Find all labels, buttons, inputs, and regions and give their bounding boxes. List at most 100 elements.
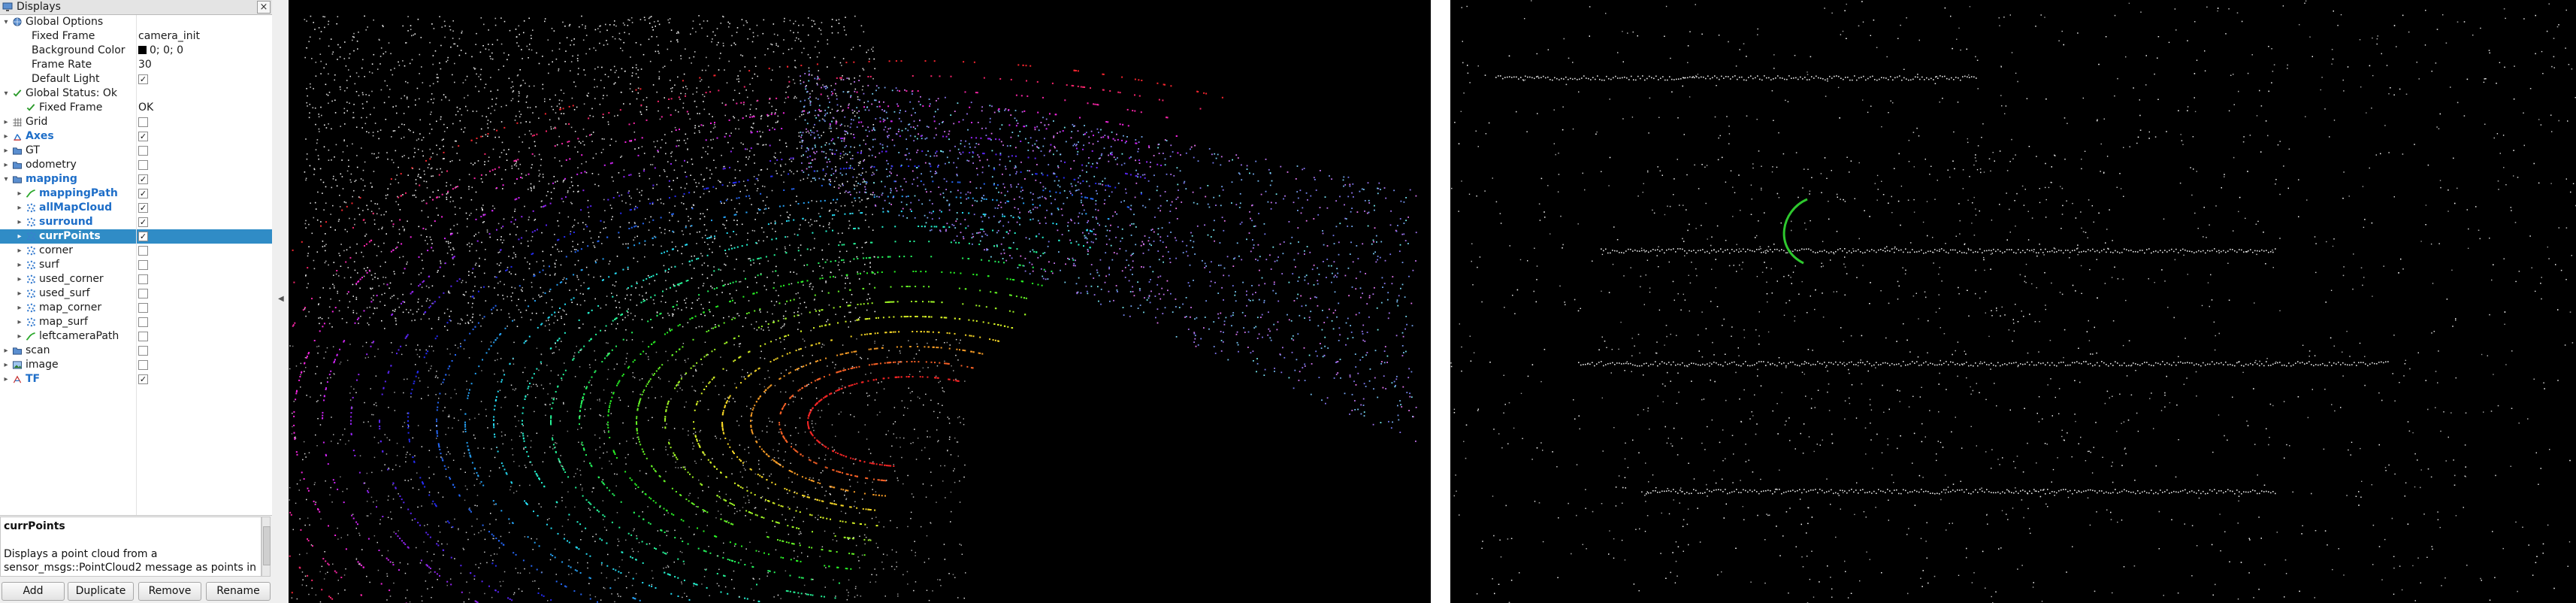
chevron-right-icon[interactable]: ▸	[17, 275, 22, 283]
enable-checkbox[interactable]	[138, 260, 148, 270]
tree-row[interactable]: ▸ used_corner	[0, 272, 272, 286]
chevron-right-icon[interactable]: ▸	[4, 161, 8, 169]
render-view-perspective[interactable]	[289, 0, 1431, 603]
tree-row-value[interactable]: 30	[138, 59, 152, 71]
pointcloud-icon	[27, 274, 35, 284]
tree-row[interactable]: Frame Rate 30	[0, 58, 272, 72]
check-icon	[26, 104, 35, 111]
tree-row[interactable]: ▸ leftcameraPath	[0, 329, 272, 344]
tree-row[interactable]: ▸ corner	[0, 244, 272, 258]
tree-row-label: allMapCloud	[39, 202, 113, 214]
close-panel-button[interactable]: ×	[257, 1, 271, 14]
chevron-right-icon[interactable]: ▸	[17, 232, 22, 241]
tree-row[interactable]: ▾ Global Options	[0, 15, 272, 29]
chevron-right-icon[interactable]: ▸	[4, 118, 8, 126]
enable-checkbox[interactable]	[138, 332, 148, 341]
enable-checkbox[interactable]	[138, 346, 148, 356]
tree-row[interactable]: ▸ map_corner	[0, 301, 272, 315]
scrollbar-thumb[interactable]	[263, 526, 271, 565]
tree-row-label: Background Color	[32, 44, 125, 56]
enable-checkbox[interactable]	[138, 246, 148, 256]
tree-row[interactable]: ▸ Grid	[0, 115, 272, 129]
tree-row-label: GT	[26, 144, 40, 156]
chevron-right-icon[interactable]: ▸	[17, 247, 22, 255]
tree-row[interactable]: ▸ image	[0, 358, 272, 372]
enable-checkbox[interactable]	[138, 303, 148, 313]
panel-splitter[interactable]: ◀	[272, 0, 289, 603]
tree-row[interactable]: ▸ used_surf	[0, 286, 272, 301]
collapse-arrow-icon[interactable]: ◀	[278, 295, 284, 303]
enable-checkbox[interactable]	[138, 360, 148, 370]
tree-row[interactable]: ▸ mappingPath ✓	[0, 186, 272, 201]
tree-row[interactable]: ▸ map_surf	[0, 315, 272, 329]
enable-checkbox[interactable]: ✓	[138, 374, 148, 384]
tree-row[interactable]: ▸ TF ✓	[0, 372, 272, 386]
chevron-right-icon[interactable]: ▸	[4, 132, 8, 141]
tree-row[interactable]: ▾ Global Status: Ok	[0, 86, 272, 101]
tree-row-value[interactable]: 0; 0; 0	[138, 44, 183, 58]
tree-row-label: leftcameraPath	[39, 330, 119, 342]
render-view-topdown[interactable]	[1450, 0, 2576, 603]
description-text: Displays a point cloud from a sensor_msg…	[4, 548, 256, 574]
tree-row[interactable]: ▸ allMapCloud ✓	[0, 201, 272, 215]
chevron-right-icon[interactable]: ▸	[4, 347, 8, 355]
chevron-down-icon[interactable]: ▾	[4, 175, 8, 183]
tree-row[interactable]: Default Light ✓	[0, 72, 272, 86]
enable-checkbox[interactable]	[138, 274, 148, 284]
pointcloud-icon	[27, 303, 35, 313]
pointcloud-icon	[27, 260, 35, 270]
chevron-right-icon[interactable]: ▸	[17, 261, 22, 269]
column-divider	[136, 15, 137, 515]
enable-checkbox[interactable]: ✓	[138, 74, 148, 84]
description-scrollbar[interactable]	[262, 517, 271, 577]
chevron-right-icon[interactable]: ▸	[17, 289, 22, 298]
tree-row-label: odometry	[26, 159, 77, 171]
tree-row-label: surround	[39, 216, 93, 228]
chevron-down-icon[interactable]: ▾	[4, 89, 8, 98]
tree-row-label: Axes	[26, 130, 54, 142]
enable-checkbox[interactable]	[138, 317, 148, 327]
chevron-right-icon[interactable]: ▸	[4, 361, 8, 369]
tree-row-label: currPoints	[39, 230, 101, 242]
chevron-right-icon[interactable]: ▸	[17, 218, 22, 226]
chevron-down-icon[interactable]: ▾	[4, 18, 8, 26]
duplicate-button[interactable]: Duplicate	[68, 582, 134, 601]
chevron-right-icon[interactable]: ▸	[17, 189, 22, 198]
add-button[interactable]: Add	[2, 582, 65, 601]
tree-row[interactable]: ▸ GT	[0, 144, 272, 158]
tree-row[interactable]: ▸ Axes ✓	[0, 129, 272, 144]
enable-checkbox[interactable]: ✓	[138, 189, 148, 198]
enable-checkbox[interactable]: ✓	[138, 132, 148, 141]
tree-row[interactable]: Fixed Frame OK	[0, 101, 272, 115]
tree-row[interactable]: Fixed Frame camera_init	[0, 29, 272, 44]
enable-checkbox[interactable]	[138, 117, 148, 127]
chevron-right-icon[interactable]: ▸	[17, 318, 22, 326]
enable-checkbox[interactable]: ✓	[138, 174, 148, 184]
tree-row[interactable]: ▸ scan	[0, 344, 272, 358]
chevron-right-icon[interactable]: ▸	[17, 204, 22, 212]
rename-button[interactable]: Rename	[206, 582, 271, 601]
pointcloud-icon	[27, 317, 35, 327]
tree-row[interactable]: ▸ surround ✓	[0, 215, 272, 229]
tree-row-value[interactable]: OK	[138, 102, 154, 114]
enable-checkbox[interactable]: ✓	[138, 232, 148, 241]
enable-checkbox[interactable]	[138, 160, 148, 170]
tree-row-value[interactable]: camera_init	[138, 30, 201, 42]
chevron-right-icon[interactable]: ▸	[4, 375, 8, 383]
chevron-right-icon[interactable]: ▸	[17, 304, 22, 312]
chevron-right-icon[interactable]: ▸	[4, 147, 8, 155]
tree-row-label: TF	[26, 373, 41, 385]
displays-titlebar: Displays ×	[0, 0, 272, 15]
enable-checkbox[interactable]	[138, 289, 148, 298]
tree-row[interactable]: Background Color 0; 0; 0	[0, 44, 272, 58]
displays-title: Displays	[17, 1, 61, 13]
chevron-right-icon[interactable]: ▸	[17, 332, 22, 341]
remove-button[interactable]: Remove	[138, 582, 201, 601]
tree-row[interactable]: ▸ surf	[0, 258, 272, 272]
enable-checkbox[interactable]: ✓	[138, 203, 148, 213]
enable-checkbox[interactable]: ✓	[138, 217, 148, 227]
pointcloud-icon	[27, 232, 35, 241]
enable-checkbox[interactable]	[138, 146, 148, 156]
tree-row[interactable]: ▸ odometry	[0, 158, 272, 172]
tree-row[interactable]: ▾ mapping ✓	[0, 172, 272, 186]
